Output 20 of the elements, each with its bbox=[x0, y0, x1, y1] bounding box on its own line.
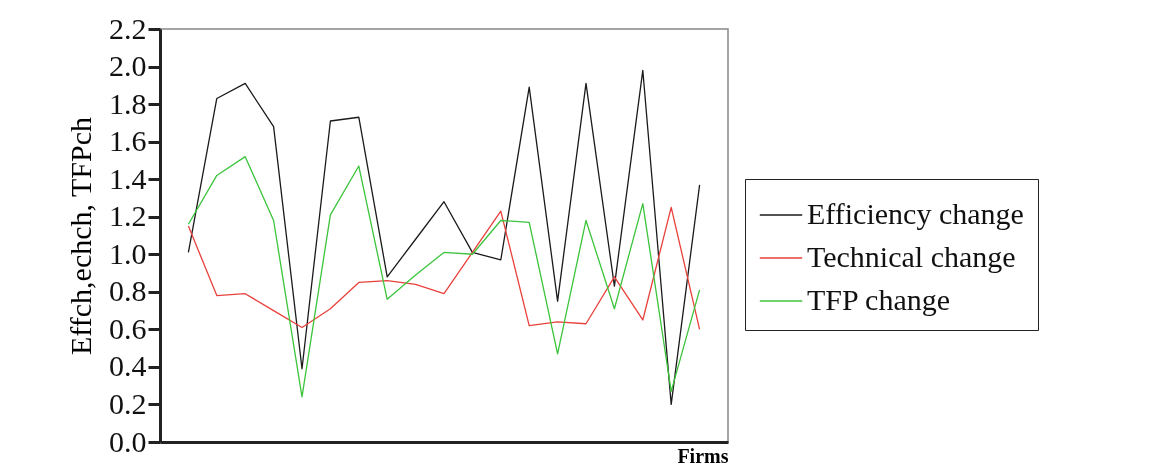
x-axis-title: Firms bbox=[677, 444, 729, 467]
legend-label: Technical change bbox=[807, 240, 1016, 273]
line-series bbox=[187, 206, 701, 331]
y-tick-label: 1.4 bbox=[109, 161, 147, 195]
line-series bbox=[187, 69, 701, 406]
y-tick-label: 2.0 bbox=[109, 49, 147, 83]
y-tick-label: 0.2 bbox=[109, 386, 147, 420]
line-series bbox=[187, 156, 701, 398]
y-tick-label: 1.2 bbox=[109, 199, 147, 233]
y-tick-label: 0.6 bbox=[109, 311, 147, 345]
y-tick-label: 0.0 bbox=[109, 424, 147, 458]
y-tick-label: 2.2 bbox=[109, 11, 147, 45]
y-tick-label: 0.4 bbox=[109, 349, 147, 383]
legend-label: TFP change bbox=[807, 283, 951, 316]
legend-label: Efficiency change bbox=[807, 197, 1024, 230]
y-tick-label: 1.8 bbox=[109, 86, 147, 120]
y-tick-label: 1.6 bbox=[109, 124, 147, 158]
y-tick-label: 1.0 bbox=[109, 236, 147, 270]
y-tick-label: 0.8 bbox=[109, 274, 147, 308]
y-axis-title: Effch,echch, TFPch bbox=[64, 117, 97, 355]
